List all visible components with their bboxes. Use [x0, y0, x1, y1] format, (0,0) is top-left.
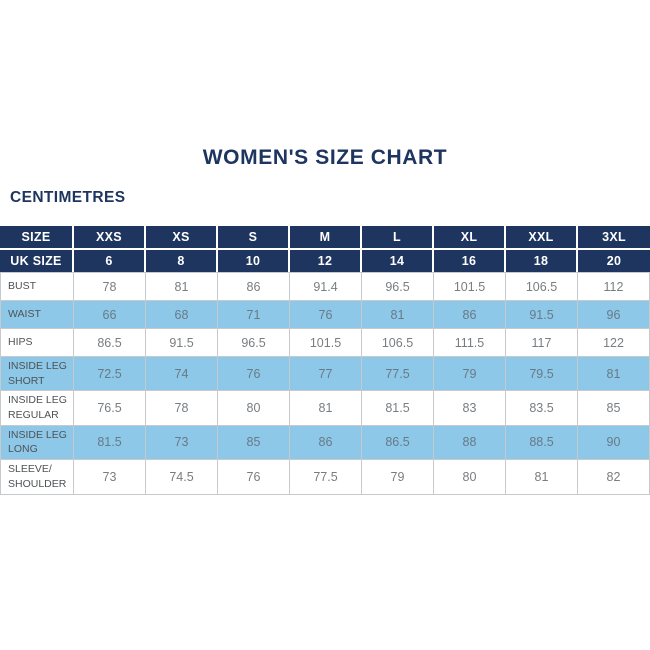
- table-row: HIPS 86.5 91.5 96.5 101.5 106.5 111.5 117 122: [0, 329, 650, 357]
- header-cell: 12: [290, 250, 362, 272]
- size-cell: 85: [218, 425, 290, 461]
- size-cell: 101.5: [434, 272, 506, 301]
- size-cell: 81: [506, 460, 578, 495]
- header-cell: 16: [434, 250, 506, 272]
- size-cell: 101.5: [290, 329, 362, 357]
- size-cell: 96.5: [362, 272, 434, 301]
- size-cell: 86: [434, 301, 506, 329]
- header-cell: 20: [578, 250, 650, 272]
- size-cell: 78: [146, 391, 218, 426]
- header-row-label: SIZE: [0, 226, 74, 250]
- size-cell: 79: [434, 357, 506, 392]
- size-cell: 91.4: [290, 272, 362, 301]
- size-cell: 77.5: [362, 357, 434, 392]
- size-cell: 76: [290, 301, 362, 329]
- size-cell: 79.5: [506, 357, 578, 392]
- table-row: INSIDE LEG LONG 81.5 73 85 86 86.5 88 88.5 90: [0, 425, 650, 461]
- size-cell: 71: [218, 301, 290, 329]
- size-cell: 81.5: [362, 391, 434, 426]
- size-cell: 74.5: [146, 460, 218, 495]
- size-cell: 78: [74, 272, 146, 301]
- table-row: INSIDE LEG SHORT 72.5 74 76 77 77.5 79 79.5 81: [0, 357, 650, 392]
- size-cell: 76.5: [74, 391, 146, 426]
- size-cell: 85: [578, 391, 650, 426]
- row-label: INSIDE LEG REGULAR: [0, 391, 74, 426]
- size-cell: 79: [362, 460, 434, 495]
- size-cell: 90: [578, 425, 650, 461]
- page-title: WOMEN'S SIZE CHART: [202, 146, 448, 169]
- size-cell: 82: [578, 460, 650, 495]
- row-label: WAIST: [0, 301, 74, 329]
- size-cell: 81.5: [74, 425, 146, 461]
- size-cell: 73: [146, 425, 218, 461]
- size-cell: 83: [434, 391, 506, 426]
- size-cell: 86.5: [74, 329, 146, 357]
- size-table-head: SIZE XXS XS S M L XL XXL 3XL UK SIZE 6 8 10 12 14 16 18 2…: [0, 226, 650, 272]
- size-cell: 80: [218, 391, 290, 426]
- size-cell: 72.5: [74, 357, 146, 392]
- size-cell: 88: [434, 425, 506, 461]
- header-cell: XXS: [74, 226, 146, 250]
- size-cell: 91.5: [506, 301, 578, 329]
- size-cell: 86: [290, 425, 362, 461]
- table-row: INSIDE LEG REGULAR 76.5 78 80 81 81.5 83 83.5 85: [0, 391, 650, 426]
- header-cell: S: [218, 226, 290, 250]
- size-cell: 73: [74, 460, 146, 495]
- size-table: SIZE XXS XS S M L XL XXL 3XL UK SIZE 6 8 10 12 14 16 18 2…: [0, 226, 650, 495]
- size-cell: 111.5: [434, 329, 506, 357]
- row-label: INSIDE LEG SHORT: [0, 357, 74, 392]
- size-cell: 106.5: [506, 272, 578, 301]
- size-cell: 122: [578, 329, 650, 357]
- header-cell: XL: [434, 226, 506, 250]
- size-cell: 96.5: [218, 329, 290, 357]
- header-row: UK SIZE 6 8 10 12 14 16 18 20: [0, 250, 650, 272]
- size-cell: 76: [218, 357, 290, 392]
- size-table-body: BUST 78 81 86 91.4 96.5 101.5 106.5 112 WAIST 66 68…: [0, 272, 650, 495]
- size-cell: 81: [290, 391, 362, 426]
- row-label: BUST: [0, 272, 74, 301]
- header-cell: 6: [74, 250, 146, 272]
- size-cell: 76: [218, 460, 290, 495]
- header-cell: 18: [506, 250, 578, 272]
- header-cell: L: [362, 226, 434, 250]
- header-row-label: UK SIZE: [0, 250, 74, 272]
- size-cell: 81: [146, 272, 218, 301]
- size-cell: 112: [578, 272, 650, 301]
- header-cell: 14: [362, 250, 434, 272]
- row-label: INSIDE LEG LONG: [0, 425, 74, 461]
- size-cell: 88.5: [506, 425, 578, 461]
- size-cell: 96: [578, 301, 650, 329]
- size-cell: 81: [362, 301, 434, 329]
- size-cell: 83.5: [506, 391, 578, 426]
- size-cell: 77: [290, 357, 362, 392]
- size-cell: 86.5: [362, 425, 434, 461]
- row-label: SLEEVE/ SHOULDER: [0, 460, 74, 495]
- header-cell: XS: [146, 226, 218, 250]
- size-cell: 81: [578, 357, 650, 392]
- header-cell: XXL: [506, 226, 578, 250]
- size-cell: 77.5: [290, 460, 362, 495]
- table-row: SLEEVE/ SHOULDER 73 74.5 76 77.5 79 80 81 82: [0, 460, 650, 495]
- header-cell: M: [290, 226, 362, 250]
- row-label: HIPS: [0, 329, 74, 357]
- size-cell: 80: [434, 460, 506, 495]
- table-row: WAIST 66 68 71 76 81 86 91.5 96: [0, 301, 650, 329]
- table-row: BUST 78 81 86 91.4 96.5 101.5 106.5 112: [0, 272, 650, 301]
- size-cell: 117: [506, 329, 578, 357]
- header-cell: 8: [146, 250, 218, 272]
- unit-label: CENTIMETRES: [10, 189, 126, 206]
- size-cell: 74: [146, 357, 218, 392]
- size-cell: 106.5: [362, 329, 434, 357]
- size-cell: 66: [74, 301, 146, 329]
- size-cell: 91.5: [146, 329, 218, 357]
- size-cell: 86: [218, 272, 290, 301]
- header-row: SIZE XXS XS S M L XL XXL 3XL: [0, 226, 650, 250]
- header-cell: 3XL: [578, 226, 650, 250]
- header-cell: 10: [218, 250, 290, 272]
- size-cell: 68: [146, 301, 218, 329]
